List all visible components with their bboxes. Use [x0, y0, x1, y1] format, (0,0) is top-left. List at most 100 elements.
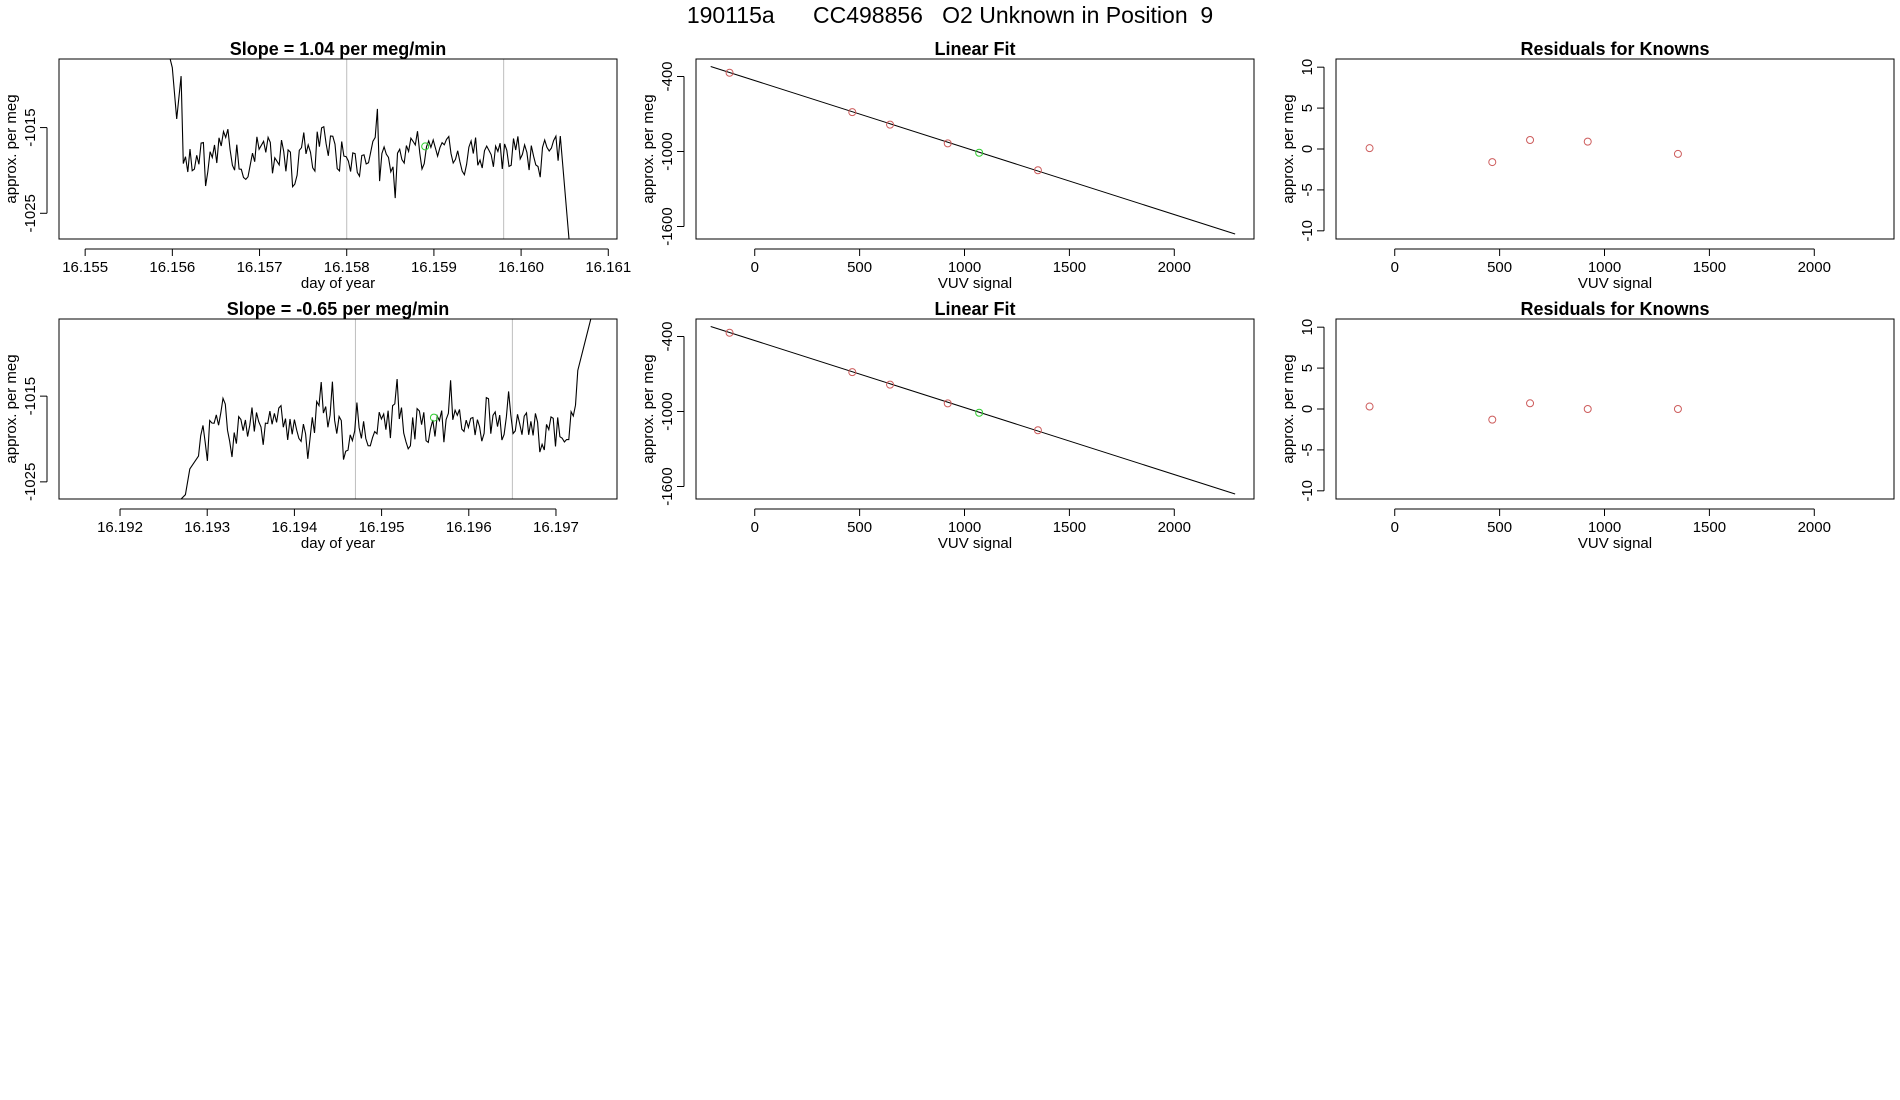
known-point	[1526, 399, 1535, 408]
x-tick-label: 16.196	[446, 519, 492, 536]
y-axis-label: approx. per meg	[3, 354, 20, 463]
x-tick-label: 16.160	[498, 259, 544, 276]
x-tick-label: 1000	[948, 519, 981, 536]
x-tick-label: 1000	[948, 259, 981, 276]
y-tick-label: -1015	[22, 108, 39, 146]
y-axis-label: approx. per meg	[1280, 354, 1297, 463]
plot-frame	[695, 58, 1255, 240]
y-tick-label: -1025	[22, 463, 39, 501]
x-tick-label: 500	[1487, 519, 1512, 536]
known-point	[1033, 426, 1042, 435]
chart-title: Slope = -0.65 per meg/min	[227, 299, 450, 319]
unknown-point	[429, 413, 438, 422]
plot-frame	[1335, 58, 1895, 240]
y-tick-label: -5	[1299, 443, 1316, 456]
y-tick-label: -1000	[659, 392, 676, 430]
x-tick-label: 0	[751, 259, 759, 276]
known-point	[1488, 415, 1497, 424]
y-tick-label: 10	[1299, 59, 1316, 76]
x-axis: 0 500 1000 1500 2000 VUV signal	[751, 508, 1191, 552]
x-tick-label: 16.155	[62, 259, 108, 276]
chart-title: Residuals for Knowns	[1520, 299, 1709, 319]
known-point	[943, 399, 952, 408]
x-tick-label: 0	[1391, 519, 1399, 536]
y-axis-label: approx. per meg	[640, 354, 657, 463]
known-point	[943, 139, 952, 148]
y-tick-label: -400	[659, 61, 676, 91]
y-axis-label: approx. per meg	[1280, 94, 1297, 203]
chart-panel-1: Slope = 1.04 per meg/min 16.155 16.156 16.1…	[3, 39, 631, 292]
x-tick-label: 16.161	[585, 259, 631, 276]
x-tick-label: 1000	[1588, 519, 1621, 536]
x-tick-label: 16.157	[237, 259, 283, 276]
x-axis-label: day of year	[301, 275, 375, 292]
y-tick-label: -10	[1299, 480, 1316, 502]
run-id: 190115a	[686, 2, 775, 28]
known-point	[1033, 166, 1042, 175]
chart-panel-2: Linear Fit 0 500 1000 1500 2000 VUV signal -160…	[640, 39, 1255, 292]
known-point	[1673, 149, 1682, 158]
x-tick-label: 16.156	[149, 259, 195, 276]
x-axis: 16.155 16.156 16.157 16.158 16.159 16.160 16.1…	[62, 248, 631, 292]
x-axis: 0 500 1000 1500 2000 VUV signal	[751, 248, 1191, 292]
known-point	[1673, 405, 1682, 413]
known-point	[725, 328, 734, 337]
x-tick-label: 16.159	[411, 259, 457, 276]
known-point	[886, 380, 895, 389]
signal-trace	[163, 59, 570, 239]
y-tick-label: -1000	[659, 132, 676, 170]
x-tick-label: 2000	[1158, 519, 1191, 536]
x-tick-label: 1500	[1053, 259, 1086, 276]
chart-title: Linear Fit	[934, 299, 1015, 319]
y-axis-label: approx. per meg	[640, 94, 657, 203]
y-tick-label: 5	[1299, 364, 1316, 372]
x-axis-label: VUV signal	[1578, 275, 1652, 292]
x-tick-label: 500	[847, 519, 872, 536]
y-tick-label: 0	[1299, 145, 1316, 153]
plot-area	[1365, 136, 1682, 167]
known-point	[1488, 158, 1497, 167]
plot-frame	[695, 318, 1255, 500]
fit-line	[710, 66, 1236, 235]
known-point	[848, 108, 857, 117]
x-tick-label: 1000	[1588, 259, 1621, 276]
y-tick-label: -1600	[659, 207, 676, 245]
plot-frame	[58, 318, 618, 500]
known-point	[1526, 136, 1535, 144]
x-tick-label: 0	[1391, 259, 1399, 276]
chart-panel-6: Residuals for Knowns 0 500 1000 1500 2000 VUV …	[1280, 299, 1895, 552]
unknown-point	[975, 148, 984, 157]
chart-panel-5: Linear Fit 0 500 1000 1500 2000 VUV signal -160…	[640, 299, 1255, 552]
y-tick-label: -1600	[659, 467, 676, 505]
y-tick-label: -5	[1299, 183, 1316, 196]
x-tick-label: 1500	[1693, 519, 1726, 536]
x-tick-label: 16.197	[533, 519, 579, 536]
y-axis-label: approx. per meg	[3, 94, 20, 203]
known-point	[1365, 144, 1374, 153]
y-tick-label: -400	[659, 321, 676, 351]
signal-trace	[59, 319, 592, 499]
cylinder-id: CC498856	[813, 2, 923, 28]
chart-title: Slope = 1.04 per meg/min	[230, 39, 447, 59]
x-tick-label: 500	[847, 259, 872, 276]
y-tick-label: 10	[1299, 319, 1316, 336]
x-axis-label: VUV signal	[938, 535, 1012, 552]
x-tick-label: 2000	[1798, 519, 1831, 536]
x-tick-label: 1500	[1693, 259, 1726, 276]
x-tick-label: 16.195	[359, 519, 405, 536]
y-tick-label: -10	[1299, 220, 1316, 242]
position-number: 9	[1200, 2, 1214, 28]
known-point	[848, 368, 857, 377]
x-tick-label: 1500	[1053, 519, 1086, 536]
x-tick-label: 0	[751, 519, 759, 536]
unknown-point	[421, 142, 430, 151]
y-tick-label: -1025	[22, 194, 39, 232]
chart-title: Linear Fit	[934, 39, 1015, 59]
plot-area	[710, 326, 1236, 495]
